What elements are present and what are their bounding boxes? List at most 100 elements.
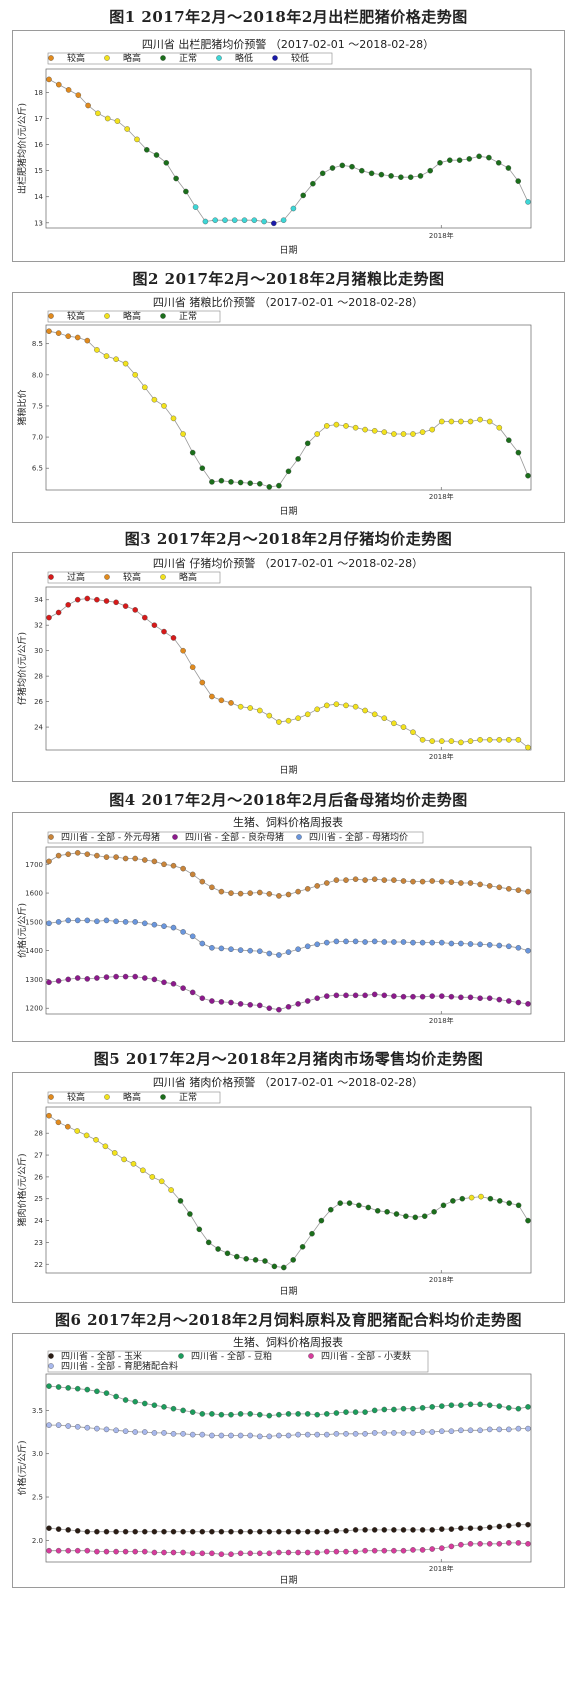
series-3-point [266,1433,273,1440]
series-0-point [189,871,196,878]
series-0-point [448,879,455,885]
series-1-point [381,1406,388,1413]
series-point [252,1257,259,1263]
series-1-point [65,976,71,983]
series-1-point [343,992,349,999]
series-point [228,479,234,485]
series-point [95,110,101,117]
series-3-point [237,1432,244,1439]
series-point [153,152,160,158]
series-0-point [84,1528,91,1535]
series-0-point [410,1527,416,1533]
legend-label: 正常 [179,1091,197,1103]
series-point [276,482,282,489]
series-point [381,429,388,435]
series-2-point [46,920,52,927]
series-1-point [515,1405,522,1412]
series-point [329,165,336,171]
series-point [515,1202,522,1209]
y-tick-label: 22 [34,1261,43,1269]
series-point [310,180,316,187]
series-1-point [74,975,81,981]
series-1-point [180,1407,186,1414]
series-1-point [525,1001,531,1007]
series-1-point [257,1411,263,1418]
series-0-point [209,1528,215,1535]
series-3-point [458,1427,464,1434]
series-point [515,449,522,456]
series-0-point [161,861,167,868]
series-2-point [458,1541,464,1548]
chart-5-panel: 四川省 猪肉价格预警 （2017-02-01 ～2018-02-28） 22 23 2… [12,1072,565,1303]
series-1-point [419,993,426,1000]
legend-box [47,831,424,844]
series-1-point [400,1405,407,1412]
series-0-point [122,855,129,862]
series-point [437,160,443,166]
y-axis-label: 猪肉价格(元/公斤) [16,1153,28,1226]
series-3-point [257,1433,263,1440]
series-point [427,167,433,174]
series-2-point [74,1547,81,1554]
series-point [151,622,158,628]
series-2-point [218,1551,225,1557]
series-1-point [209,1411,215,1417]
x-axis-label: 日期 [279,765,297,776]
series-1-point [343,1409,349,1415]
series-0-point [333,1528,340,1534]
series-point [525,472,531,479]
series-point [121,1156,127,1163]
series-1-point [237,1001,244,1007]
series-point [281,1264,287,1271]
series-0-point [525,888,531,895]
series-point [104,115,111,122]
series-0-point [429,878,435,884]
series-0-point [477,881,483,888]
series-point [113,599,119,606]
series-2-point [228,1551,234,1557]
series-1-point [161,979,167,986]
series-1-point [65,1385,71,1391]
y-axis-label: 仔猪均价(元/公斤) [16,632,28,705]
series-point [202,218,209,225]
series-2-point [304,1549,311,1556]
series-point [290,1257,296,1263]
series-0-point [46,1525,52,1531]
series-2-point [113,1548,119,1555]
series-2-point [391,939,397,945]
series-0-point [371,876,378,882]
series-1-point [371,1407,378,1414]
series-0-point [218,888,225,895]
series-0-point [65,851,71,857]
series-point [74,596,81,603]
series-point [65,333,71,339]
series-0-point [419,878,426,885]
series-0-point [391,877,397,883]
series-0-point [199,1528,206,1535]
series-3-point [285,1432,292,1439]
series-2-point [324,1548,330,1555]
series-0-point [74,850,81,856]
chart-title: 四川省 仔猪均价预警 （2017-02-01 ～2018-02-28） [153,556,423,570]
series-point [130,1161,137,1167]
series-1-point [506,1405,512,1411]
series-1-point [324,993,330,999]
series-point [429,738,435,744]
series-point [113,356,119,362]
legend-label: 较高 [67,52,85,64]
y-tick-label: 2.5 [32,1494,43,1502]
series-2-point [132,919,138,925]
series-0-point [506,886,512,892]
series-0-point [266,1528,273,1535]
series-2-point [142,1548,148,1555]
series-point [378,171,385,178]
series-point [199,679,206,686]
y-tick-label: 2.0 [32,1537,43,1545]
series-point [368,170,375,177]
series-point [467,418,474,425]
series-2-point [209,1550,215,1557]
series-point [349,163,355,170]
series-point [356,1202,362,1209]
series-point [142,384,148,391]
series-point [196,1226,203,1233]
